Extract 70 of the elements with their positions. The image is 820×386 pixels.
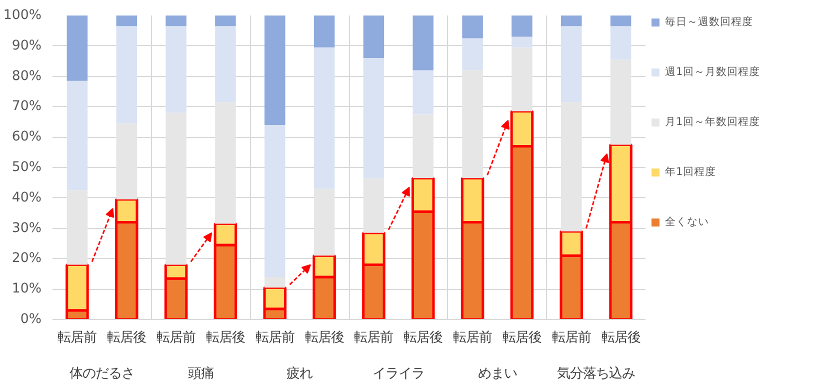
y-tick-label: 30% xyxy=(12,220,42,236)
bar xyxy=(512,47,532,112)
bar xyxy=(363,58,384,178)
legend-label: 毎日～週数回程度 xyxy=(665,15,753,29)
x-tick-label: 転居前 xyxy=(58,330,97,346)
bar xyxy=(264,16,286,125)
bar xyxy=(363,178,384,233)
x-tick-label: 転居前 xyxy=(156,330,196,346)
bar xyxy=(264,124,286,277)
bar xyxy=(512,36,532,48)
bar xyxy=(610,60,632,145)
text: 体のだるさ xyxy=(69,366,134,382)
text: イライラ xyxy=(372,366,424,382)
x-tick-label: 転居後 xyxy=(304,330,344,346)
bar xyxy=(560,26,582,102)
bar xyxy=(412,70,434,114)
x-tick-label: 転居後 xyxy=(404,330,443,346)
legend-label: 週1回～月数回程度 xyxy=(665,65,760,79)
bar xyxy=(560,102,582,232)
bar xyxy=(215,16,236,26)
x-tick-label: 転居前 xyxy=(552,330,591,346)
y-tick-label: 0% xyxy=(20,312,42,327)
x-tick-label: 転居前 xyxy=(255,330,294,346)
text: 頭痛 xyxy=(188,366,214,382)
bar xyxy=(66,80,88,190)
bar xyxy=(314,47,335,189)
bar xyxy=(264,276,286,288)
bar xyxy=(462,38,483,70)
y-tick-label: 50% xyxy=(12,160,42,175)
y-tick-label: 60% xyxy=(12,130,42,145)
x-tick-label: 転居後 xyxy=(601,330,640,346)
bar xyxy=(363,16,384,58)
y-tick-label: 20% xyxy=(12,251,42,266)
y-tick-label: 100% xyxy=(3,8,42,23)
bar xyxy=(66,16,88,81)
bar xyxy=(512,16,532,37)
bar xyxy=(66,190,88,265)
y-tick-label: 70% xyxy=(12,99,42,114)
x-tick-label: 転居前 xyxy=(354,330,394,346)
bar xyxy=(166,16,186,26)
y-tick-label: 80% xyxy=(12,68,42,84)
bar xyxy=(314,16,335,48)
y-tick-label: 40% xyxy=(12,190,42,206)
bar xyxy=(462,70,483,178)
bar xyxy=(116,123,138,200)
legend-label: 年1回程度 xyxy=(665,165,716,179)
text: 疲れ xyxy=(286,366,313,382)
x-tick-label: 転居後 xyxy=(206,330,245,346)
legend-label: 月1回～年数回程度 xyxy=(665,115,760,129)
legend-label: 全くない xyxy=(665,215,709,229)
text: 気分落ち込み xyxy=(557,366,636,382)
bar xyxy=(560,16,582,26)
bar xyxy=(116,16,138,26)
x-tick-label: 転居前 xyxy=(453,330,492,346)
bar xyxy=(116,26,138,124)
bar xyxy=(166,112,186,265)
bar xyxy=(215,102,236,224)
bar xyxy=(462,16,483,38)
x-tick-label: 転居後 xyxy=(107,330,146,346)
x-tick-label: 転居後 xyxy=(502,330,542,346)
bar xyxy=(166,26,186,113)
text: めまい xyxy=(478,366,517,382)
bar xyxy=(412,114,434,178)
bar xyxy=(610,26,632,60)
bar xyxy=(314,188,335,256)
y-tick-label: 90% xyxy=(12,38,42,54)
bar xyxy=(412,16,434,70)
bar xyxy=(610,16,632,26)
y-tick-label: 10% xyxy=(12,282,42,297)
bar xyxy=(215,26,236,102)
